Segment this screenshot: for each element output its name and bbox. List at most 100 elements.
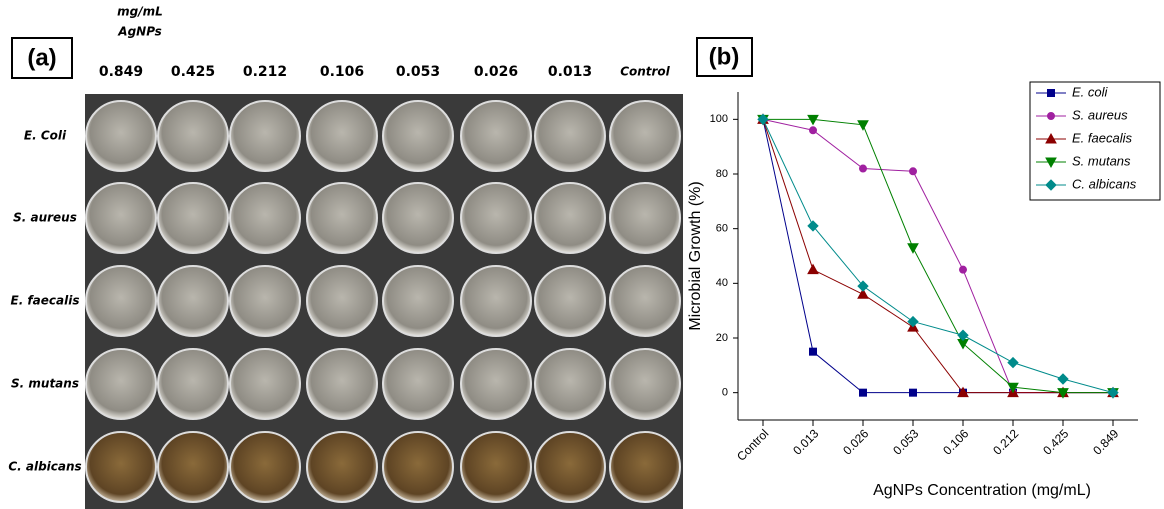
panel-a-box (11, 37, 73, 79)
legend-label: C. albicans (1072, 176, 1137, 191)
panel-b-label: (b) (709, 43, 740, 70)
marker (1107, 386, 1119, 399)
marker (909, 388, 917, 397)
marker (807, 263, 819, 275)
marker (907, 315, 919, 328)
row-label: C. albicans (8, 460, 81, 474)
marker (757, 113, 769, 126)
panel-a-label: (a) (27, 44, 56, 71)
petri-dish (306, 265, 378, 337)
panel-b-box (696, 37, 753, 77)
petri-dish (229, 265, 301, 337)
x-tick-label: 0.106 (940, 426, 971, 457)
legend-label: E. coli (1072, 84, 1109, 99)
petri-dish (157, 348, 229, 420)
petri-dish (306, 100, 378, 172)
marker (1057, 373, 1069, 385)
marker (859, 164, 867, 173)
petri-dish (460, 348, 532, 420)
marker (857, 288, 869, 299)
legend-label: S. aureus (1072, 107, 1128, 122)
column-label: Control (620, 65, 670, 79)
series-line (763, 118, 1113, 394)
y-tick-label: 60 (716, 223, 728, 235)
petri-dish (306, 431, 378, 503)
marker (1045, 157, 1057, 169)
petri-dish (85, 431, 157, 503)
petri-dish (382, 348, 454, 420)
marker (1045, 132, 1057, 144)
y-tick-label: 20 (716, 332, 728, 344)
petri-dish (306, 182, 378, 254)
column-label: 0.425 (171, 64, 215, 80)
column-label: 0.212 (243, 64, 287, 80)
petri-dish (229, 348, 301, 420)
petri-dish (229, 182, 301, 254)
unit-label: AgNPs (117, 25, 161, 39)
marker (1045, 179, 1057, 191)
petri-dish (534, 265, 606, 337)
x-tick-label: 0.425 (1040, 426, 1071, 457)
marker (909, 167, 917, 176)
petri-dish (157, 265, 229, 337)
marker (857, 120, 869, 131)
unit-label: mg/mL (117, 5, 163, 19)
series-line (762, 119, 1113, 394)
petri-dish (534, 182, 606, 254)
petri-dish (157, 100, 229, 172)
marker (1057, 388, 1069, 399)
column-label: 0.106 (320, 64, 364, 80)
marker (959, 265, 967, 274)
legend-label: E. faecalis (1072, 130, 1132, 145)
column-label: 0.849 (99, 64, 143, 80)
row-label: S. aureus (13, 211, 77, 225)
petri-dish (229, 100, 301, 172)
petri-dish (85, 100, 157, 172)
marker (809, 347, 817, 356)
marker (809, 126, 817, 135)
y-tick-label: 100 (710, 113, 728, 125)
x-tick-label: 0.013 (790, 426, 821, 457)
column-label: 0.026 (474, 64, 518, 80)
marker (1007, 356, 1019, 369)
petri-dish (460, 265, 532, 337)
petri-dish (382, 100, 454, 172)
petri-dish (85, 348, 157, 420)
y-tick-label: 0 (722, 387, 728, 399)
x-tick-label: Control (734, 426, 771, 463)
marker (1047, 89, 1055, 97)
petri-dish (460, 431, 532, 503)
column-label: 0.053 (396, 64, 440, 80)
petri-dish (534, 100, 606, 172)
x-tick-label: 0.026 (840, 426, 871, 457)
row-label: E. Coli (24, 129, 67, 143)
marker (857, 280, 869, 292)
x-tick-label: 0.053 (890, 426, 921, 457)
petri-dish (609, 431, 681, 503)
row-label: E. faecalis (11, 294, 80, 308)
petri-dish (382, 431, 454, 503)
column-label: 0.013 (548, 64, 592, 80)
marker (807, 220, 819, 232)
petri-dish (85, 265, 157, 337)
marker (957, 329, 969, 341)
row-label: S. mutans (11, 377, 79, 391)
marker (957, 386, 969, 398)
y-axis-title: Microbial Growth (%) (687, 181, 704, 330)
petri-dish (609, 348, 681, 420)
petri-dish (85, 182, 157, 254)
marker (907, 243, 919, 254)
petri-dish (306, 348, 378, 420)
petri-dish (157, 431, 229, 503)
x-tick-label: 0.212 (990, 426, 1021, 457)
petri-dish (534, 348, 606, 420)
marker (807, 114, 819, 126)
petri-dish (609, 182, 681, 254)
y-tick-label: 40 (716, 277, 728, 289)
petri-dish (534, 431, 606, 503)
x-tick-label: 0.849 (1090, 426, 1121, 457)
x-axis-title: AgNPs Concentration (mg/mL) (873, 482, 1091, 499)
petri-dish (382, 265, 454, 337)
petri-dish (460, 100, 532, 172)
